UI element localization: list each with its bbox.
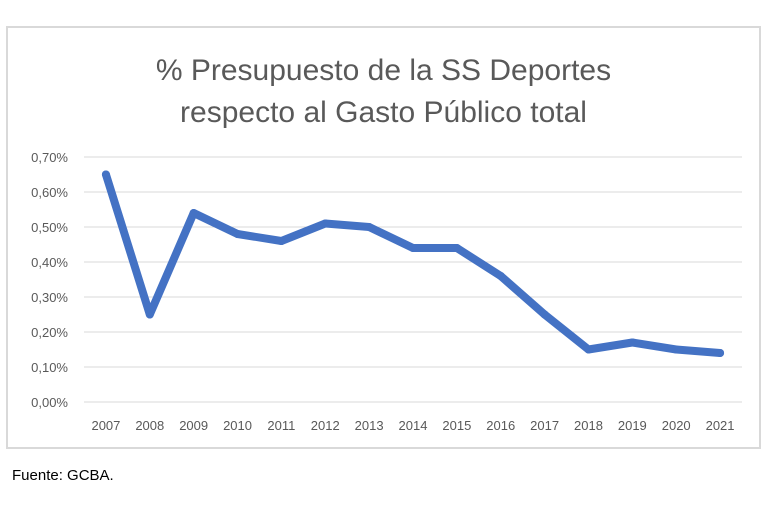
data-point: [452, 244, 461, 252]
y-tick-label: 0,10%: [31, 360, 68, 375]
data-point: [277, 237, 286, 245]
data-point: [321, 219, 330, 228]
y-tick-label: 0,40%: [31, 255, 68, 270]
x-tick-label: 2007: [91, 418, 120, 433]
x-tick-label: 2010: [223, 418, 252, 433]
y-tick-label: 0,20%: [31, 325, 68, 340]
x-tick-label: 2015: [442, 418, 471, 433]
data-point: [716, 349, 725, 357]
x-tick-label: 2012: [311, 418, 340, 433]
y-tick-label: 0,30%: [31, 290, 68, 305]
series-line: [101, 170, 725, 357]
x-tick-label: 2021: [706, 418, 735, 433]
x-tick-label: 2009: [179, 418, 208, 433]
data-point: [233, 230, 242, 238]
x-tick-label: 2020: [662, 418, 691, 433]
y-tick-label: 0,50%: [31, 220, 68, 235]
x-tick-label: 2019: [618, 418, 647, 433]
data-point: [672, 345, 681, 354]
chart-title: % Presupuesto de la SS Deportes respecto…: [155, 54, 612, 129]
source-note: Fuente: GCBA.: [12, 467, 114, 484]
data-point: [101, 170, 110, 179]
x-tick-label: 2008: [135, 418, 164, 433]
data-point: [584, 345, 593, 354]
x-tick-label: 2011: [267, 418, 295, 433]
x-tick-label: 2018: [574, 418, 603, 433]
y-tick-label: 0,70%: [31, 150, 68, 165]
x-tick-label: 2014: [399, 418, 428, 433]
x-tick-label: 2017: [530, 418, 559, 433]
x-tick-label: 2016: [486, 418, 515, 433]
x-tick-label: 2013: [355, 418, 384, 433]
data-point: [628, 338, 637, 347]
data-point: [365, 223, 374, 231]
data-point: [145, 310, 154, 319]
y-tick-label: 0,60%: [31, 185, 68, 200]
data-point: [409, 244, 417, 252]
data-point: [496, 272, 505, 280]
data-point: [540, 310, 549, 319]
y-tick-label: 0,00%: [31, 395, 68, 410]
data-point: [189, 209, 198, 217]
